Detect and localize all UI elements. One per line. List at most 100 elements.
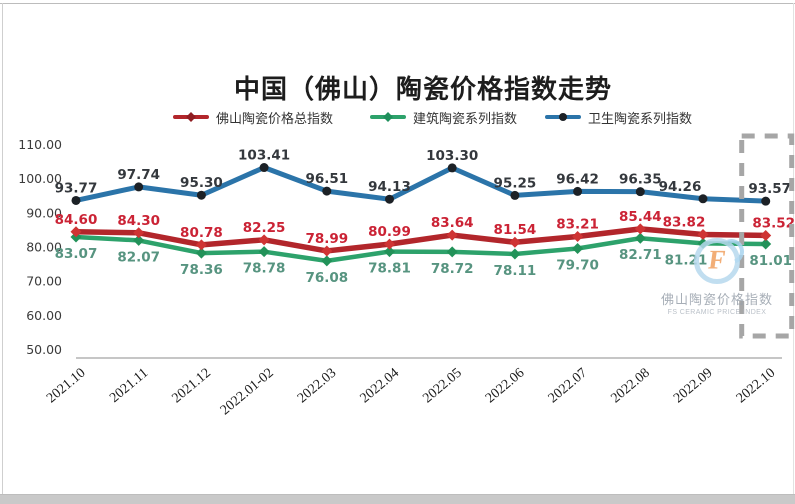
data-point-label: 94.26 [659,179,702,195]
data-point-marker [384,246,395,258]
data-point-label: 79.70 [556,258,599,274]
data-point-label: 78.99 [305,231,348,247]
y-axis-tick-label: 60.00 [26,308,62,323]
data-point-marker [761,196,771,206]
data-point-marker [697,228,709,240]
x-axis-tick-label: 2021.11 [107,366,151,406]
data-point-marker [446,246,458,258]
data-point-marker [384,238,395,250]
data-point-marker [509,236,521,248]
x-axis-tick-label: 2022.07 [546,366,590,407]
series-line-1 [73,234,768,264]
data-point-marker [71,195,81,205]
legend-label-sanitary-index: 卫生陶瓷系列指数 [588,110,693,126]
data-point-label: 82.07 [117,249,160,265]
data-point-label: 84.30 [117,213,160,229]
legend-label-building-index: 建筑陶瓷系列指数 [413,110,518,126]
data-point-marker [321,245,333,257]
latest-month-highlight-box [739,133,795,339]
data-point-marker [134,182,144,192]
data-point-label: 103.41 [238,148,290,164]
x-axis-tick-label: 2022.01-02 [218,366,277,419]
data-point-marker [322,186,332,196]
data-point-label: 83.82 [663,214,706,230]
y-axis-tick-label: 70.00 [26,274,62,289]
data-point-marker [635,187,645,197]
data-point-marker [572,243,584,255]
legend-line-swatch-blue [545,113,581,121]
data-point-label: 81.21 [665,252,708,268]
data-point-label: 94.13 [368,179,411,195]
data-point-label: 83.21 [556,217,599,233]
y-axis-tick-label: 90.00 [26,205,62,220]
x-axis-tick-label: 2021.10 [44,366,88,407]
x-axis-tick-label: 2021.12 [169,366,213,407]
bottom-window-edge [0,494,795,504]
legend: 佛山陶瓷价格总指数 建筑陶瓷系列指数 卫生陶瓷系列指数 [0,108,795,128]
legend-line-swatch-red [173,112,209,122]
data-point-label: 95.25 [494,175,537,191]
data-point-label: 95.30 [180,175,223,191]
page-left-border [2,3,3,495]
data-point-label: 78.11 [494,263,537,279]
data-point-marker [447,163,457,173]
data-point-label: 76.08 [305,270,348,286]
chart-title: 中国（佛山）陶瓷价格指数走势 [233,75,613,105]
x-axis-tick-label: 2022.05 [420,366,464,407]
data-point-label: 82.25 [243,220,286,236]
data-point-marker [572,231,584,243]
series-line-2 [73,165,769,204]
data-point-label: 78.36 [180,262,223,278]
data-point-label: 83.07 [55,246,98,262]
data-point-marker [634,223,646,235]
data-point-label: 81.54 [494,222,537,238]
data-point-marker [509,248,521,260]
legend-line-swatch-green [370,112,406,122]
data-point-marker [321,255,333,267]
x-axis-tick-label: 2022.09 [671,366,715,407]
legend-label-total-index: 佛山陶瓷价格总指数 [216,110,334,126]
data-point-label: 78.72 [431,261,474,277]
series-line-0 [73,226,769,254]
legend-item-total-index: 佛山陶瓷价格总指数 [173,108,333,126]
data-point-marker [510,190,520,200]
data-point-marker [195,239,207,251]
data-point-marker [259,163,269,173]
data-point-marker [133,227,145,239]
legend-circle-marker-icon [559,113,567,121]
page-top-border [0,3,795,4]
x-axis-tick-label: 2022.04 [358,366,402,407]
data-point-label: 83.52 [752,215,795,231]
data-point-label: 85.44 [619,209,662,225]
data-point-marker [385,194,394,204]
data-point-label: 83.64 [431,215,474,231]
data-point-marker [698,194,708,204]
data-point-marker [70,226,82,238]
data-point-label: 103.30 [426,148,478,164]
data-point-label: 82.71 [619,247,662,263]
data-point-marker [446,229,458,241]
data-point-marker [258,234,270,246]
data-point-label: 93.77 [55,180,98,196]
data-point-label: 96.51 [305,171,348,187]
x-axis-tick-label: 2022.10 [734,366,778,407]
y-axis-tick-label: 50.00 [26,342,62,357]
x-axis-tick-label: 2022.06 [483,366,527,407]
y-axis-tick-label: 100.00 [18,171,62,186]
data-point-marker [760,229,772,241]
data-point-label: 96.42 [556,171,599,187]
x-axis-tick-label: 2022.03 [295,366,339,407]
data-point-marker [195,247,207,259]
data-point-label: 96.35 [619,172,662,188]
data-point-marker [573,186,583,196]
data-point-marker [258,246,270,258]
data-point-label: 84.60 [55,212,98,228]
data-point-marker [634,232,646,244]
data-point-label: 80.78 [180,225,223,241]
data-point-marker [133,234,145,246]
data-point-label: 97.74 [117,167,160,183]
y-axis-tick-label: 80.00 [26,240,62,255]
y-axis-tick-label: 110.00 [18,137,62,152]
